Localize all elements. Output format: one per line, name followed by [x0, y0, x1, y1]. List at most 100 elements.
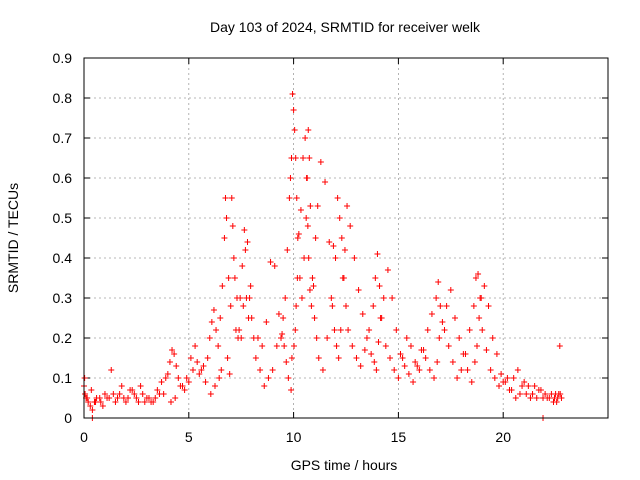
data-point: [527, 395, 534, 401]
data-point: [226, 371, 233, 377]
data-point: [227, 303, 234, 309]
data-point: [175, 375, 182, 381]
data-point: [491, 375, 498, 381]
data-point: [279, 331, 286, 337]
x-tick-label: 20: [495, 429, 511, 445]
data-point: [289, 91, 296, 97]
data-point: [81, 375, 88, 381]
data-point: [407, 343, 414, 349]
data-point: [221, 235, 228, 241]
data-point: [422, 355, 429, 361]
data-point: [213, 327, 220, 333]
data-point: [150, 399, 157, 405]
data-point: [88, 387, 95, 393]
data-point: [273, 343, 280, 349]
x-tick-label: 0: [80, 429, 88, 445]
data-point: [416, 367, 423, 373]
chart-title: Day 103 of 2024, SRMTID for receiver wel…: [210, 19, 481, 35]
data-point: [283, 359, 290, 365]
data-point: [85, 399, 92, 405]
data-point: [519, 383, 526, 389]
data-point: [293, 303, 300, 309]
data-point: [282, 295, 289, 301]
data-point: [247, 283, 254, 289]
data-point: [525, 383, 532, 389]
data-point: [281, 343, 288, 349]
data-point: [322, 179, 329, 185]
data-point: [466, 327, 473, 333]
data-point: [426, 367, 433, 373]
data-point: [87, 403, 94, 409]
data-point: [401, 363, 408, 369]
data-point: [502, 379, 509, 385]
data-point: [456, 335, 463, 341]
data-point: [269, 367, 276, 373]
data-point: [166, 359, 173, 365]
data-point: [349, 343, 356, 349]
data-point: [158, 379, 165, 385]
data-point: [357, 363, 364, 369]
data-point: [305, 127, 312, 133]
data-point: [114, 395, 121, 401]
data-point: [167, 399, 174, 405]
data-point: [403, 335, 410, 341]
y-tick-label: 0.2: [53, 330, 73, 346]
data-point: [235, 335, 242, 341]
data-point: [521, 379, 528, 385]
data-point: [194, 359, 201, 365]
data-point: [370, 303, 377, 309]
data-point: [330, 243, 337, 249]
data-point: [141, 399, 148, 405]
data-point: [331, 327, 338, 333]
data-point: [374, 251, 381, 257]
y-tick-label: 0.8: [53, 90, 73, 106]
data-point: [441, 327, 448, 333]
data-point: [447, 287, 454, 293]
data-point: [326, 239, 333, 245]
data-point: [291, 127, 298, 133]
y-tick-label: 0: [64, 410, 72, 426]
data-point: [498, 371, 505, 377]
data-point: [198, 367, 205, 373]
data-point: [436, 335, 443, 341]
x-tick-label: 5: [185, 429, 193, 445]
data-point: [216, 375, 223, 381]
data-point: [228, 195, 235, 201]
data-point: [298, 295, 305, 301]
data-point: [329, 303, 336, 309]
data-point: [471, 359, 478, 365]
data-point: [241, 227, 248, 233]
data-point: [278, 335, 285, 341]
y-tick-label: 0.1: [53, 370, 73, 386]
data-point: [556, 343, 563, 349]
data-point: [129, 387, 136, 393]
x-tick-label: 15: [391, 429, 407, 445]
data-point: [187, 355, 194, 361]
data-point: [89, 407, 96, 413]
data-point: [389, 295, 396, 301]
data-point: [303, 175, 310, 181]
data-point: [317, 159, 324, 165]
data-point: [108, 367, 115, 373]
data-point: [242, 247, 249, 253]
data-point: [152, 395, 159, 401]
data-point: [305, 255, 312, 261]
data-point: [212, 383, 218, 389]
data-point: [335, 355, 342, 361]
data-point: [225, 275, 232, 281]
data-point: [160, 391, 167, 397]
data-point: [366, 327, 373, 333]
data-point: [210, 307, 217, 313]
data-point: [353, 355, 360, 361]
data-point: [287, 175, 294, 181]
data-point: [232, 327, 239, 333]
data-point: [240, 303, 247, 309]
data-point: [387, 355, 394, 361]
data-point: [355, 287, 362, 293]
data-point: [285, 375, 292, 381]
data-point: [359, 311, 366, 317]
data-point: [139, 391, 146, 397]
data-point: [286, 195, 293, 201]
data-point: [313, 335, 320, 341]
data-point: [267, 259, 274, 265]
